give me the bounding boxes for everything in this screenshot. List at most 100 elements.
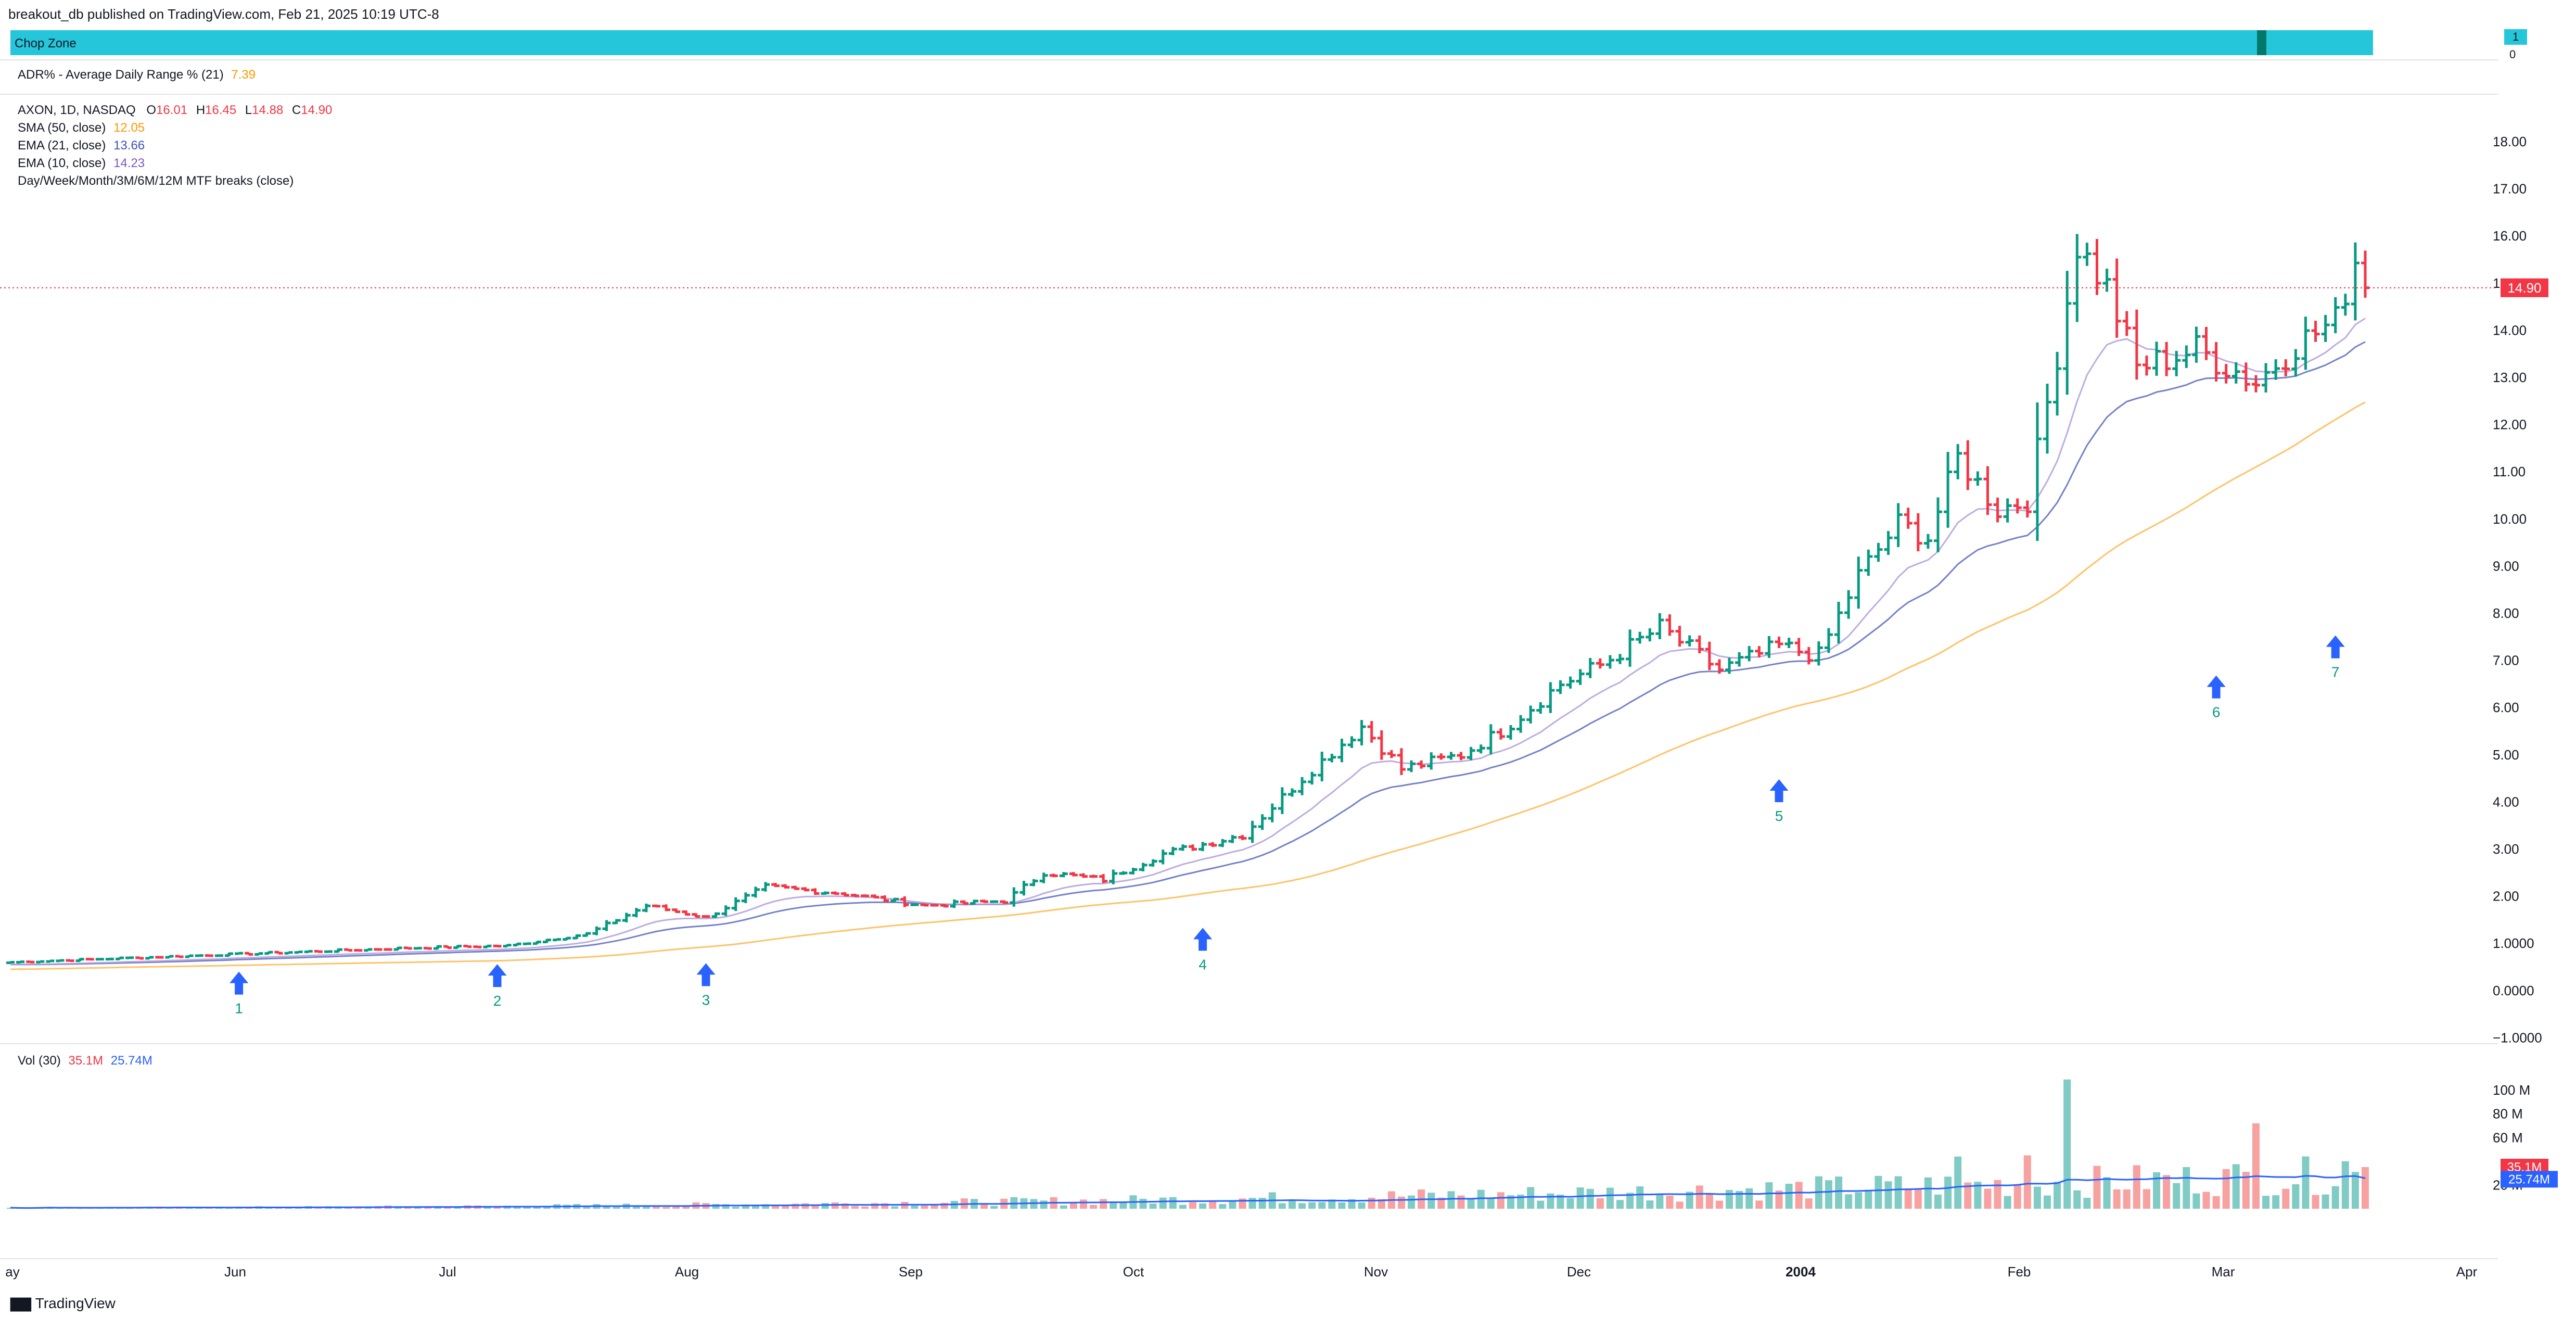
ohlc-bar [125,956,134,959]
volume-bar [1447,1191,1455,1209]
ohlc-bar [2152,341,2161,376]
volume-bar [1318,1202,1326,1209]
pane-separator[interactable] [0,94,2498,95]
x-tick-label: ay [5,1264,19,1280]
ohlc-bar [473,945,482,948]
volume-bar [2153,1172,2161,1209]
ohlc-bar [1586,658,1595,678]
ohlc-bar [66,959,74,963]
ohlc-bar [1486,724,1495,755]
volume-bar [2192,1193,2200,1209]
ohlc-bar [522,942,531,945]
ohlc-bar [1427,752,1436,770]
volume-bar [762,1204,770,1209]
volume-bar [1119,1202,1127,1209]
volume-bar [1576,1187,1584,1209]
ohlc-bar [662,904,671,911]
ohlc-bar [2202,326,2211,360]
ohlc-bar [1963,440,1972,490]
breakout-marker-label: 6 [2212,704,2221,720]
volume-legend[interactable]: Vol (30) 35.1M 25.74M [18,1054,152,1068]
ohlc-bar [1397,748,1406,775]
mtf-legend[interactable]: Day/Week/Month/3M/6M/12M MTF breaks (clo… [18,174,294,188]
symbol-legend[interactable]: AXON, 1D, NASDAQ O16.01 H16.45 L14.88 C1… [18,103,332,118]
breakout-arrow-icon [229,971,249,995]
ohlc-bar [304,949,313,954]
volume-bar [1547,1193,1554,1209]
ohlc-bar [1129,867,1138,875]
ohlc-bar [612,919,621,925]
volume-pane-separator[interactable] [0,1043,2498,1044]
volume-bar [1884,1181,1892,1209]
pane-separator[interactable] [0,59,2498,60]
volume-bar [2123,1189,2131,1209]
ohlc-bar [2003,498,2012,523]
volume-bar [1994,1180,2001,1209]
ohlc-bar [692,913,700,918]
ohlc-bar [1765,636,1774,658]
volume-bar [841,1203,849,1209]
ohlc-bar [1655,613,1664,639]
volume-bar [1358,1202,1366,1209]
ohlc-bar [1725,657,1734,674]
ohlc-bar [513,942,521,947]
adr-label: ADR% - Average Daily Range % (21) [18,68,224,82]
volume-bar [1169,1197,1177,1209]
ohlc-bar [1407,760,1416,773]
ohlc-bar [1377,730,1386,760]
y-tick-label: 0.0000 [2493,983,2534,998]
ohlc-bar [532,941,541,945]
volume-bar [801,1203,809,1209]
volume-tick-label: 80 M [2493,1106,2523,1122]
ohlc-bar [85,958,94,961]
chop-zone-label[interactable]: Chop Zone [15,36,76,50]
breakout-marker-label: 2 [493,993,502,1009]
volume-bar [2054,1182,2061,1209]
ohlc-bar [1010,887,1018,907]
tradingview-logo-icon: ▇▇ [10,1296,31,1311]
volume-bar [1507,1195,1515,1209]
ohlc-bar [840,892,849,897]
volume-bar [2004,1196,2011,1209]
ohlc-bar [165,955,174,959]
ohlc-bar [1218,839,1227,847]
volume-bar [1040,1200,1048,1209]
ohlc-bar [2053,351,2062,416]
ohlc-bar [116,956,124,960]
adr-legend[interactable]: ADR% - Average Daily Range % (21) 7.39 [18,68,256,82]
volume-bar [871,1203,879,1209]
volume-bar [2331,1186,2339,1209]
volume-bar [1964,1182,1972,1209]
volume-bar [543,1206,551,1209]
ohlc-bar [1804,647,1813,665]
x-tick-label: Dec [1567,1264,1591,1280]
volume-bar [2013,1185,2021,1209]
volume-bar [1298,1203,1306,1209]
ohlc-bar [543,939,552,944]
ohlc-bar [731,897,740,911]
volume-bar [722,1204,730,1209]
sma-legend[interactable]: SMA (50, close) 12.05 [18,121,145,135]
ohlc-bar [592,926,601,935]
ohlc-bar [702,915,710,918]
tradingview-logo[interactable]: ▇▇ TradingView [10,1295,116,1312]
volume-bar [583,1206,591,1209]
breakout-marker-label: 1 [235,1001,243,1017]
ohlc-bar [2122,311,2131,336]
volume-bar [1189,1202,1197,1209]
ohlc-bar [75,958,84,963]
y-tick-label: 13.00 [2493,370,2527,385]
mtf-label: Day/Week/Month/3M/6M/12M MTF breaks (clo… [18,174,294,188]
ema21-legend[interactable]: EMA (21, close) 13.66 [18,138,145,153]
ema10-legend[interactable]: EMA (10, close) 14.23 [18,156,145,171]
volume-bar [1248,1198,1256,1209]
ohlc-bar [1019,881,1028,896]
ohlc-bar [2172,351,2181,376]
volume-ma-value: 25.74M [110,1054,152,1068]
last-price-badge [2501,278,2548,297]
ohlc-bar [384,948,392,951]
volume-bar [444,1207,452,1209]
ohlc-bar [791,885,800,890]
volume-bar [1924,1177,1932,1209]
